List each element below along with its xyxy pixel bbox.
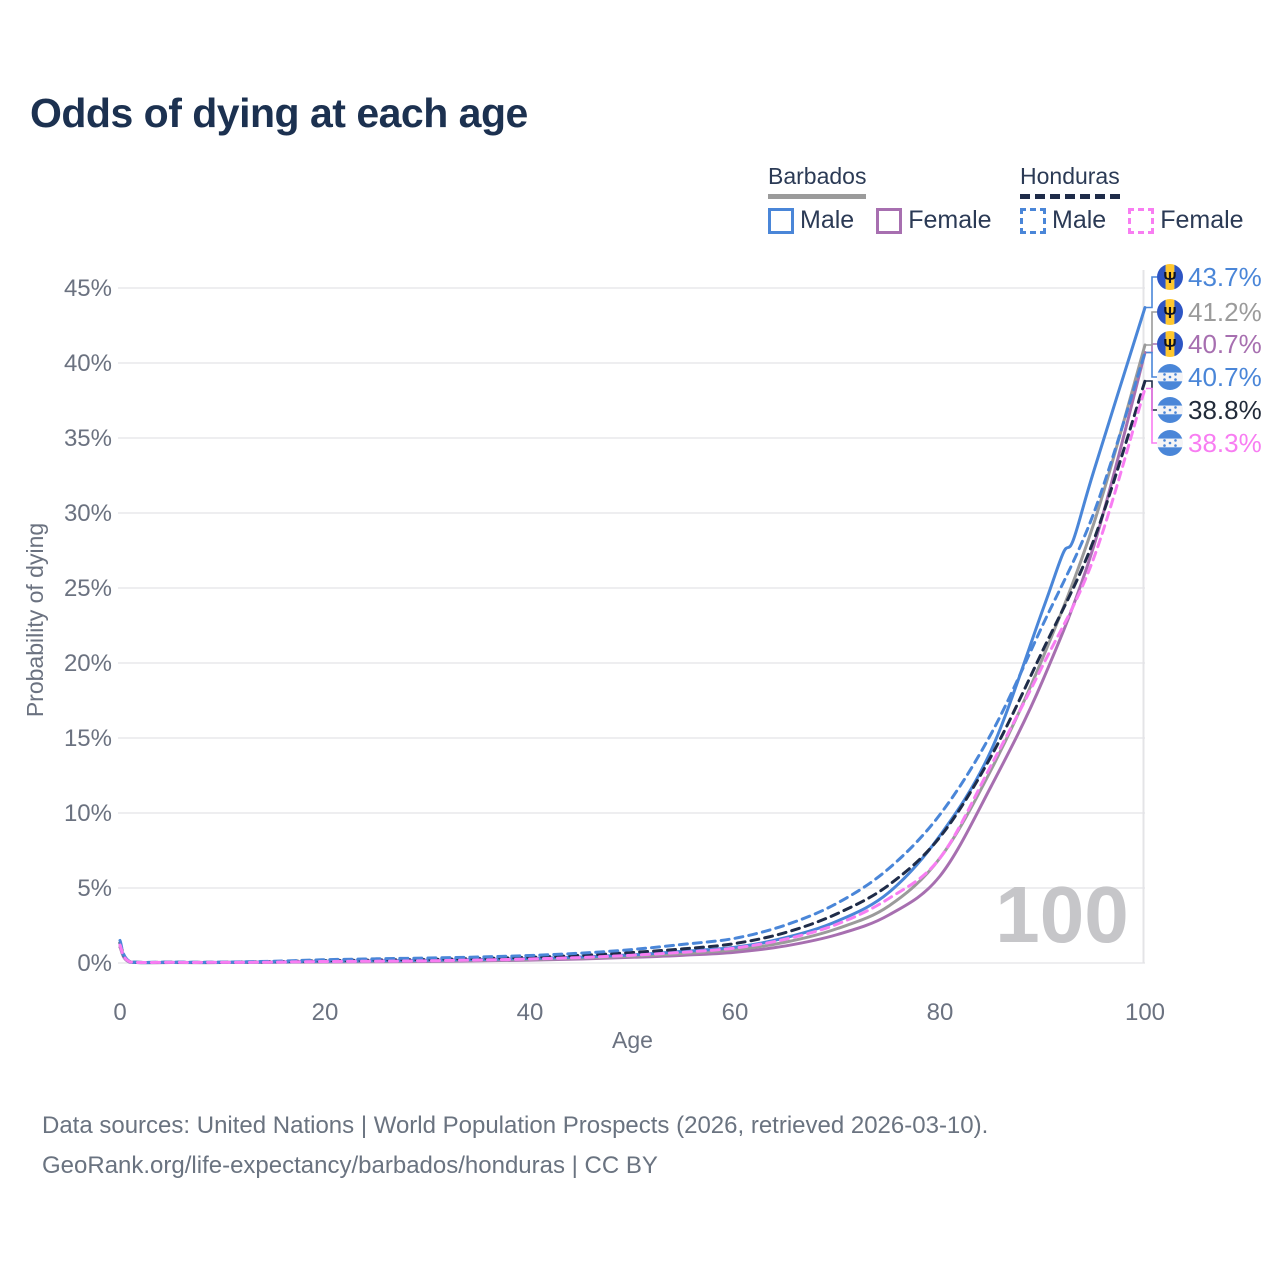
series-line-honduras-female xyxy=(118,387,1147,965)
footer-line-1: Data sources: United Nations | World Pop… xyxy=(42,1112,989,1139)
end-label-honduras-male: 40.7% xyxy=(1188,362,1262,392)
y-tick-label: 45% xyxy=(64,275,112,302)
x-tick-label: 60 xyxy=(722,999,749,1026)
y-tick-label: 0% xyxy=(77,950,112,977)
end-label-honduras-female: 38.3% xyxy=(1188,428,1262,458)
svg-text:Ψ: Ψ xyxy=(1164,337,1177,354)
flag-icon-barbados: Ψ xyxy=(1157,299,1183,325)
y-tick-label: 5% xyxy=(77,875,112,902)
x-tick-label: 100 xyxy=(1125,999,1165,1026)
legend-country-barbados[interactable]: Barbados xyxy=(768,163,867,199)
y-tick-label: 35% xyxy=(64,425,112,452)
x-tick-label: 80 xyxy=(927,999,954,1026)
end-label-leader-honduras-male xyxy=(1146,351,1157,378)
flag-icon-barbados: Ψ xyxy=(1157,264,1183,290)
end-label-leader-honduras-female xyxy=(1146,387,1157,444)
y-axis-title: Probability of dying xyxy=(22,523,48,717)
end-label-barbados-male: 43.7% xyxy=(1188,262,1262,292)
end-label-leader-barbados-both xyxy=(1146,311,1157,346)
legend-swatch-barbados-female[interactable] xyxy=(876,207,903,234)
y-tick-label: 30% xyxy=(64,500,112,527)
legend-swatch-honduras-male[interactable] xyxy=(1020,207,1046,234)
flag-icon-barbados: Ψ xyxy=(1157,331,1183,357)
flag-icon-honduras xyxy=(1157,364,1183,390)
x-tick-label: 0 xyxy=(113,999,126,1026)
legend-swatch-barbados-male[interactable] xyxy=(768,207,794,234)
y-tick-label: 20% xyxy=(64,650,112,677)
footer-line-2: GeoRank.org/life-expectancy/barbados/hon… xyxy=(42,1152,658,1179)
svg-text:Ψ: Ψ xyxy=(1164,270,1177,287)
hover-age-watermark: 100 xyxy=(995,870,1128,959)
flag-icon-honduras xyxy=(1157,397,1183,423)
y-tick-label: 15% xyxy=(64,725,112,752)
legend-swatch-honduras-female[interactable] xyxy=(1128,207,1155,234)
y-tick-label: 10% xyxy=(64,800,112,827)
plot-hover-area[interactable] xyxy=(120,265,1145,963)
end-label-barbados-female: 40.7% xyxy=(1188,329,1262,359)
legend-country-honduras[interactable]: Honduras xyxy=(1020,163,1120,199)
x-axis-title: Age xyxy=(612,1027,653,1053)
end-label-barbados-both: 41.2% xyxy=(1188,297,1262,327)
flag-icon-honduras xyxy=(1157,430,1183,456)
svg-text:Ψ: Ψ xyxy=(1164,305,1177,322)
x-tick-label: 40 xyxy=(517,999,544,1026)
data-source-footer: Data sources: United Nations | World Pop… xyxy=(42,1106,988,1186)
page-title: Odds of dying at each age xyxy=(30,90,528,136)
y-tick-label: 40% xyxy=(64,350,112,377)
y-tick-label: 25% xyxy=(64,575,112,602)
x-tick-label: 20 xyxy=(312,999,339,1026)
end-label-leader-barbados-male xyxy=(1146,276,1157,309)
end-label-honduras-both: 38.8% xyxy=(1188,395,1262,425)
